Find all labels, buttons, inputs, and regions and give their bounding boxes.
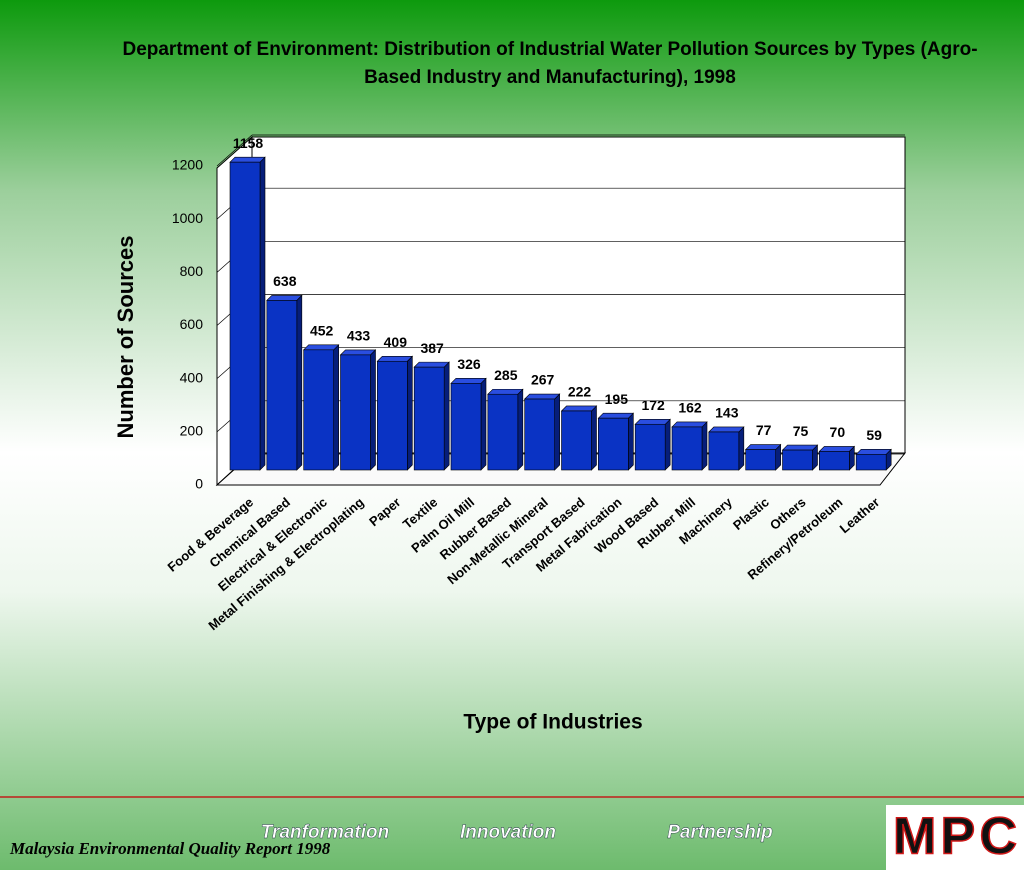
- bar-side: [480, 377, 487, 471]
- bar-side: [407, 355, 413, 471]
- data-label: 162: [678, 400, 702, 416]
- bar-top: [339, 349, 377, 356]
- data-label: 433: [347, 328, 371, 344]
- x-tick-label: Leather: [837, 494, 883, 536]
- x-tick-label: Plastic: [730, 494, 772, 532]
- data-label: 1158: [233, 135, 264, 151]
- bar-top: [302, 344, 340, 351]
- bar-side: [370, 349, 376, 471]
- bar: [855, 454, 887, 471]
- bar-top: [523, 393, 561, 400]
- bar-top: [671, 421, 708, 428]
- data-label: 285: [494, 367, 518, 383]
- bar: [782, 449, 813, 471]
- data-label: 77: [756, 422, 772, 438]
- bar: [413, 366, 445, 471]
- data-label: 387: [420, 340, 444, 356]
- slogan: Innovation: [460, 822, 556, 843]
- bar-top: [487, 388, 524, 395]
- bar-side: [664, 418, 671, 471]
- bar-side: [591, 405, 597, 471]
- bar-top: [744, 444, 782, 450]
- data-label: 75: [793, 423, 809, 439]
- bar: [745, 449, 776, 471]
- bar: [487, 393, 519, 471]
- logo-box: [886, 805, 1024, 870]
- bar-side: [333, 344, 339, 471]
- data-label: 326: [457, 356, 481, 372]
- slogan: Partnership: [667, 822, 773, 843]
- bar: [561, 410, 592, 471]
- bar-top: [855, 449, 892, 455]
- data-label: 143: [715, 405, 739, 421]
- data-label: 195: [605, 391, 629, 407]
- bar-top: [781, 444, 819, 451]
- bar-side: [296, 294, 303, 471]
- bar: [598, 417, 629, 471]
- grid-line: [216, 134, 253, 167]
- bar-side: [517, 388, 524, 471]
- data-label: 267: [531, 372, 555, 388]
- bar-top: [229, 156, 266, 163]
- bar-side: [701, 421, 708, 471]
- y-tick-label: 1200: [172, 157, 203, 173]
- y-tick-label: 200: [180, 423, 204, 439]
- bar: [819, 451, 850, 471]
- bar-top: [450, 378, 487, 384]
- bar-side: [443, 361, 450, 471]
- bar: [229, 161, 261, 471]
- bar: [450, 383, 482, 471]
- bar-side: [554, 393, 560, 471]
- chart-title: Department of Environment: Distribution …: [122, 39, 978, 88]
- bar: [671, 426, 703, 471]
- bar-top: [818, 446, 856, 452]
- y-tick-label: 600: [180, 316, 204, 332]
- bar-top: [597, 412, 635, 419]
- y-tick-label: 1000: [172, 210, 203, 226]
- bar-side: [628, 412, 634, 471]
- data-label: 70: [830, 424, 846, 440]
- bar-top: [266, 295, 303, 301]
- bar-top: [560, 405, 598, 412]
- bar: [340, 354, 371, 471]
- bar: [377, 360, 408, 471]
- data-label: 172: [641, 397, 665, 413]
- bar: [266, 300, 298, 471]
- bar-top: [376, 355, 414, 362]
- bar-top: [708, 426, 745, 433]
- data-label: 409: [384, 334, 408, 350]
- data-label: 452: [310, 323, 334, 339]
- x-tick-label: Paper: [366, 494, 403, 529]
- data-label: 59: [866, 427, 882, 443]
- bar-top: [634, 418, 671, 425]
- bar: [303, 349, 334, 471]
- bar-side: [259, 156, 266, 471]
- y-tick-label: 400: [180, 369, 204, 385]
- y-axis-title: Number of Sources: [113, 236, 138, 439]
- y-tick-label: 0: [195, 476, 203, 492]
- data-label: 638: [273, 273, 297, 289]
- slogan: Tranformation: [261, 822, 389, 843]
- logo: MPC: [893, 808, 1017, 866]
- source: Malaysia Environmental Quality Report 19…: [9, 839, 331, 858]
- bar-top: [413, 361, 450, 368]
- data-label: 222: [568, 384, 592, 400]
- bar-side: [738, 426, 745, 471]
- x-axis-title: Type of Industries: [463, 711, 642, 734]
- bar: [524, 398, 555, 471]
- bar: [708, 431, 740, 471]
- y-tick-label: 800: [180, 263, 204, 279]
- bar: [634, 423, 666, 471]
